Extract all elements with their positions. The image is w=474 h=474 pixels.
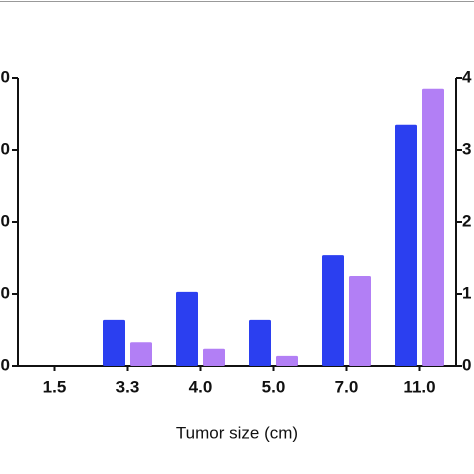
bar bbox=[130, 342, 152, 366]
bar bbox=[176, 291, 198, 366]
x-tick-label: 7.0 bbox=[335, 377, 359, 396]
x-tick-label: 4.0 bbox=[189, 377, 213, 396]
bar bbox=[249, 319, 271, 366]
y2-tick-label: 4 bbox=[462, 67, 472, 86]
y-tick-label: 400 bbox=[0, 67, 10, 86]
x-axis-title: Tumor size (cm) bbox=[176, 423, 298, 442]
y2-tick-label: 3 bbox=[462, 139, 471, 158]
y-tick-label: 100 bbox=[0, 283, 10, 302]
bar bbox=[103, 319, 125, 366]
y2-tick-label: 0 bbox=[462, 355, 471, 374]
bar bbox=[422, 88, 444, 367]
x-tick-label: 5.0 bbox=[262, 377, 286, 396]
bar bbox=[349, 276, 371, 366]
x-tick-label: 1.5 bbox=[43, 377, 67, 396]
y-tick-label: 0 bbox=[1, 355, 10, 374]
y-tick-label: 300 bbox=[0, 139, 10, 158]
bar bbox=[203, 348, 225, 366]
bar bbox=[395, 124, 417, 366]
y2-tick-label: 2 bbox=[462, 211, 471, 230]
bar bbox=[322, 255, 344, 366]
x-tick-label: 3.3 bbox=[116, 377, 140, 396]
bar bbox=[276, 355, 298, 366]
x-tick-label: 11.0 bbox=[403, 377, 435, 396]
y2-tick-label: 1 bbox=[462, 283, 471, 302]
y-tick-label: 200 bbox=[0, 211, 10, 230]
